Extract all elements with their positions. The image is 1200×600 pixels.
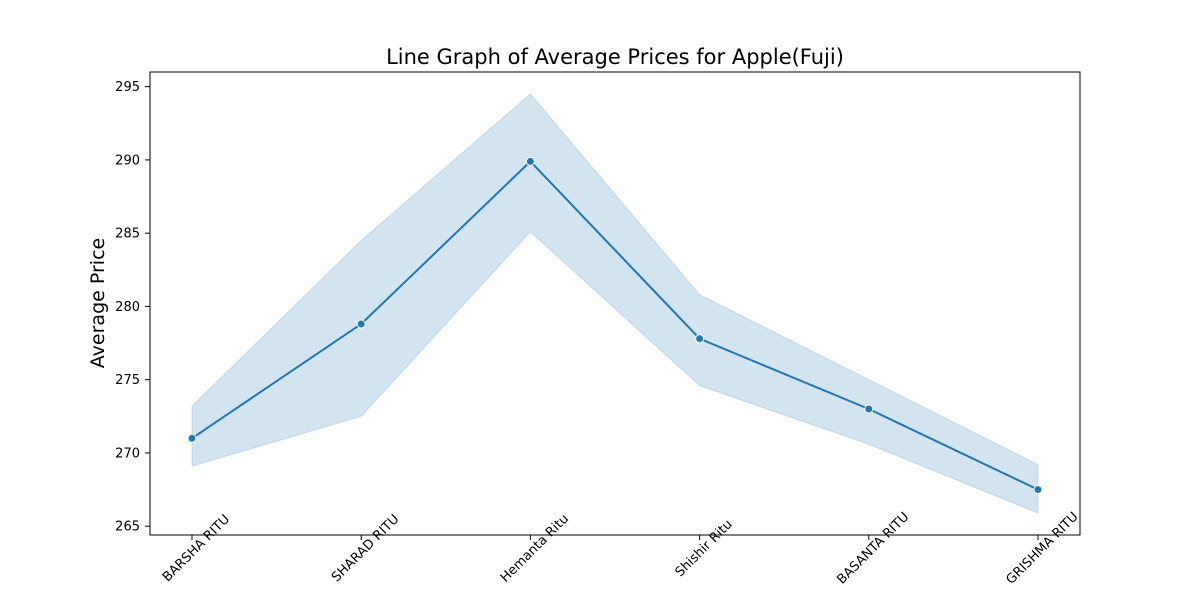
confidence-band (191, 93, 1039, 514)
data-point (187, 433, 197, 443)
axes-frame (149, 71, 1081, 536)
y-tick-label: 290 (115, 153, 140, 168)
y-tick-label: 280 (115, 300, 140, 315)
y-tick-label: 270 (115, 446, 140, 461)
data-point (695, 334, 705, 344)
chart-title: Line Graph of Average Prices for Apple(F… (386, 45, 844, 69)
data-point (525, 156, 535, 166)
y-tick-label: 265 (115, 520, 140, 535)
data-point (1033, 485, 1043, 495)
y-tick-label: 295 (115, 80, 140, 95)
y-axis-label: Average Price (87, 238, 109, 368)
data-point (864, 404, 874, 414)
series-line (191, 159, 1039, 491)
y-tick-label: 285 (115, 227, 140, 242)
data-point (356, 319, 366, 329)
y-tick-label: 275 (115, 373, 140, 388)
